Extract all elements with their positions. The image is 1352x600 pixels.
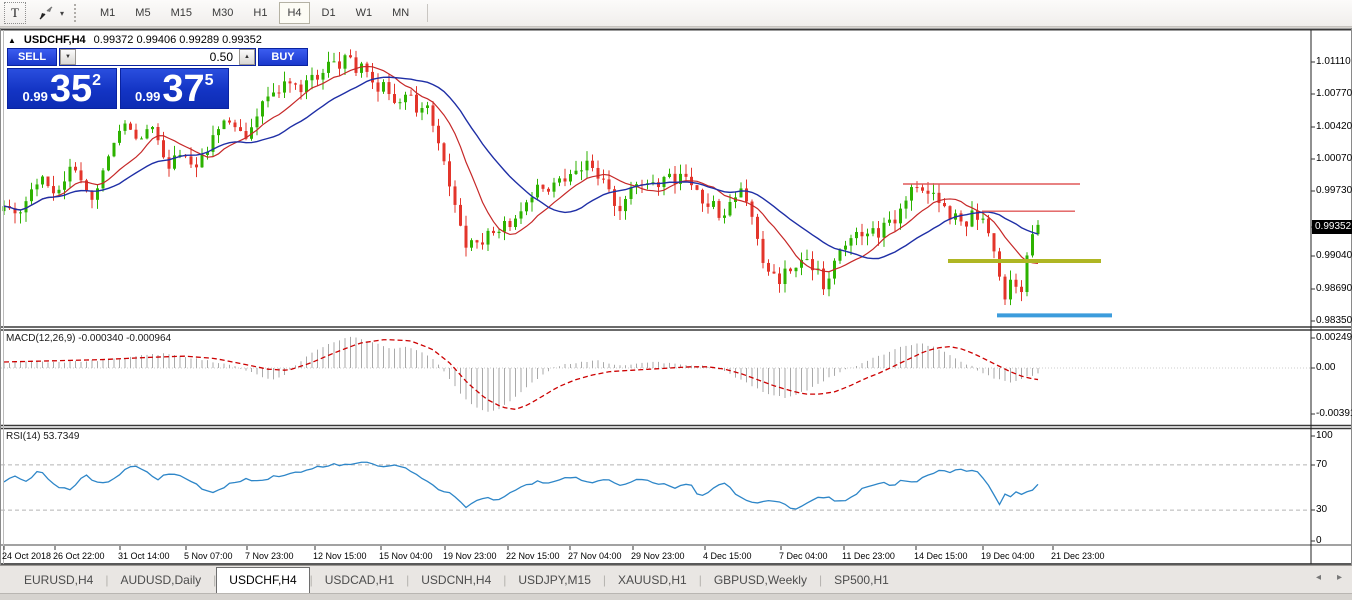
chart-tab-xauusd[interactable]: XAUUSD,H1 xyxy=(618,573,687,587)
volume-input[interactable] xyxy=(76,49,239,65)
tab-separator: | xyxy=(503,573,507,587)
volume-increase-button[interactable]: ▲ xyxy=(239,49,255,65)
sell-price-prefix: 0.99 xyxy=(22,89,48,104)
price-axis-label: 1.00420 xyxy=(1316,121,1352,132)
timeframe-button-m1[interactable]: M1 xyxy=(100,7,116,19)
price-axis-label: 0.99040 xyxy=(1316,250,1352,261)
buy-price-sup: 5 xyxy=(204,72,214,89)
date-axis-label: 26 Oct 22:00 xyxy=(53,551,105,561)
date-axis-label: 12 Nov 15:00 xyxy=(313,551,367,561)
chart-tab-sp500[interactable]: SP500,H1 xyxy=(834,573,889,587)
rsi-axis-label: 100 xyxy=(1316,430,1333,441)
chart-tab-usdcad[interactable]: USDCAD,H1 xyxy=(324,573,395,587)
sell-price-big: 35 xyxy=(49,67,93,110)
chart-tab-usdcnh[interactable]: USDCNH,H4 xyxy=(421,573,492,587)
macd-axis-label: 0.002492 xyxy=(1316,332,1352,343)
tab-scroll-arrows: ◂ ▸ xyxy=(1316,572,1342,583)
date-axis-label: 19 Dec 04:00 xyxy=(981,551,1035,561)
volume-decrease-button[interactable]: ▼ xyxy=(60,49,76,65)
date-axis-label: 31 Oct 14:00 xyxy=(118,551,170,561)
timeframe-button-d1[interactable]: D1 xyxy=(321,7,336,19)
tab-separator: | xyxy=(602,573,606,587)
rsi-indicator-label: RSI(14) 53.7349 xyxy=(6,431,80,442)
current-price-tag: 0.99352 xyxy=(1312,220,1352,234)
top-toolbar: T ▾ M1 M5 M15 M30 H1 H4 D1 W1 MN xyxy=(0,0,1352,27)
macd-axis-label: -0.003913 xyxy=(1316,408,1352,419)
tab-separator: | xyxy=(213,573,217,587)
date-axis-label: 27 Nov 04:00 xyxy=(568,551,622,561)
date-axis-label: 15 Nov 04:00 xyxy=(379,551,433,561)
macd-indicator-label: MACD(12,26,9) -0.000340 -0.000964 xyxy=(6,333,172,344)
one-click-trade-panel: SELL ▼ ▲ BUY 0.99 35 2 0.99 37 5 xyxy=(7,48,308,110)
price-axis-label: 0.98350 xyxy=(1316,315,1352,326)
date-axis-label: 11 Dec 23:00 xyxy=(842,551,895,561)
buy-price-prefix: 0.99 xyxy=(135,89,161,104)
timeframe-button-m5[interactable]: M5 xyxy=(135,7,151,19)
window-bottom-edge xyxy=(0,593,1352,600)
date-axis-label: 22 Nov 15:00 xyxy=(506,551,560,561)
price-axis-label: 1.00070 xyxy=(1316,153,1352,164)
volume-group: ▼ ▲ xyxy=(59,48,256,66)
price-axis-label: 1.00770 xyxy=(1316,88,1352,99)
timeframe-button-m15[interactable]: M15 xyxy=(170,7,192,19)
tab-scroll-left-icon[interactable]: ◂ xyxy=(1315,572,1321,583)
rsi-axis-label: 70 xyxy=(1316,459,1328,470)
chart-ohlc-values: 0.99372 0.99406 0.99289 0.99352 xyxy=(93,34,262,46)
buy-price-display[interactable]: 0.99 37 5 xyxy=(119,67,229,110)
chart-tab-bar: EURUSD,H4 | AUDUSD,Daily | USDCHF,H4 | USDCAD,… xyxy=(0,565,1352,593)
date-axis-label: 14 Dec 15:00 xyxy=(914,551,968,561)
date-axis-label: 29 Nov 23:00 xyxy=(631,551,685,561)
chart-tab-eurusd[interactable]: EURUSD,H4 xyxy=(24,573,94,587)
price-axis-label: 1.01110 xyxy=(1316,56,1351,67)
arrows-tool-dropdown-caret[interactable]: ▾ xyxy=(60,8,65,18)
tab-scroll-right-icon[interactable]: ▸ xyxy=(1336,572,1342,583)
date-axis-label: 19 Nov 23:00 xyxy=(443,551,497,561)
rsi-axis-label: 0 xyxy=(1316,535,1322,546)
timeframe-button-mn[interactable]: MN xyxy=(392,7,410,19)
tab-separator: | xyxy=(105,573,109,587)
arrows-tool-icon[interactable] xyxy=(34,3,58,23)
tab-separator: | xyxy=(309,573,313,587)
timeframe-button-m30[interactable]: M30 xyxy=(211,7,234,19)
date-axis-label: 4 Dec 15:00 xyxy=(703,551,752,561)
price-axis-label: 0.99730 xyxy=(1316,185,1352,196)
tab-separator: | xyxy=(406,573,410,587)
price-axis-label: 0.98690 xyxy=(1316,283,1352,294)
chart-symbol-label: USDCHF,H4 xyxy=(23,34,86,46)
toolbar-separator xyxy=(427,4,429,22)
tab-separator: | xyxy=(698,573,702,587)
timeframe-button-w1[interactable]: W1 xyxy=(355,7,373,19)
buy-button[interactable]: BUY xyxy=(258,48,308,66)
date-axis-label: 21 Dec 23:00 xyxy=(1051,551,1105,561)
chart-tab-usdjpy[interactable]: USDJPY,M15 xyxy=(518,573,591,587)
date-axis-label: 5 Nov 07:00 xyxy=(184,551,233,561)
rsi-axis-label: 30 xyxy=(1316,504,1328,515)
timeframe-button-h1[interactable]: H1 xyxy=(253,7,268,19)
toolbar-grip[interactable] xyxy=(74,4,80,22)
collapse-panel-icon[interactable]: ▲ xyxy=(8,35,16,45)
chart-tab-audusd[interactable]: AUDUSD,Daily xyxy=(120,573,202,587)
timeframe-toolbar: M1 M5 M15 M30 H1 H4 D1 W1 MN xyxy=(90,2,419,24)
date-axis-label: 7 Nov 23:00 xyxy=(245,551,294,561)
timeframe-button-h4[interactable]: H4 xyxy=(279,2,310,24)
tab-separator: | xyxy=(818,573,823,587)
date-axis-label: 7 Dec 04:00 xyxy=(779,551,828,561)
chart-tab-usdchf[interactable]: USDCHF,H4 xyxy=(216,567,310,593)
chart-title: ▲ USDCHF,H4 0.99372 0.99406 0.99289 0.99… xyxy=(8,34,262,46)
date-axis-label: 24 Oct 2018 xyxy=(2,551,52,561)
sell-button[interactable]: SELL xyxy=(7,48,57,66)
macd-axis-label: 0.00 xyxy=(1316,362,1336,373)
sell-price-sup: 2 xyxy=(92,72,101,89)
text-label-tool-icon[interactable]: T xyxy=(4,2,26,24)
buy-price-big: 37 xyxy=(162,67,205,110)
chart-tab-gbpusd[interactable]: GBPUSD,Weekly xyxy=(713,573,807,587)
sell-price-display[interactable]: 0.99 35 2 xyxy=(7,68,117,109)
